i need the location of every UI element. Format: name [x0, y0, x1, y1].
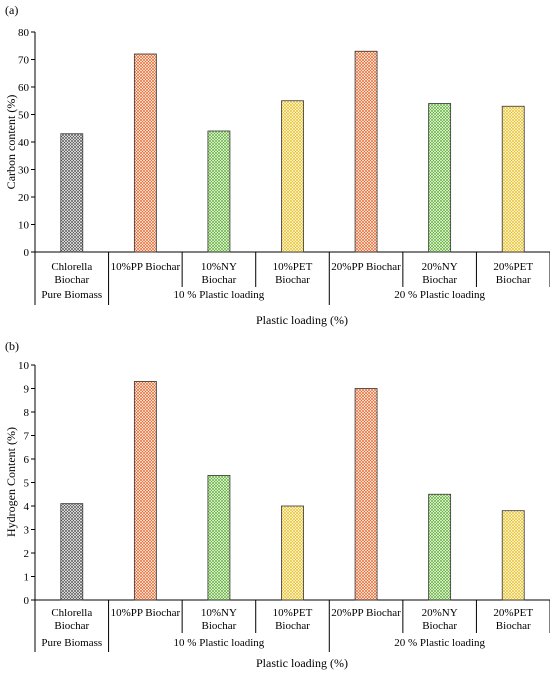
- group-label: 10 % Plastic loading: [174, 637, 265, 649]
- carbon-content-chart: (a) Carbon content (%) Plastic loading (…: [4, 3, 550, 327]
- category-label: Biochar: [422, 620, 457, 632]
- category-label: 10%NY: [201, 261, 237, 273]
- category-label: 10%PET: [273, 607, 313, 619]
- group-label: Pure Biomass: [41, 289, 102, 301]
- category-label: 10%PET: [273, 261, 313, 273]
- category-label: Biochar: [54, 274, 89, 286]
- category-label: 20%PP Biochar: [331, 261, 401, 273]
- y-tick-label: 80: [18, 27, 30, 39]
- hydrogen-content-chart: (b) Hydrogen Content (%) Plastic loading…: [4, 339, 550, 670]
- category-label: Biochar: [202, 274, 237, 286]
- bar: [428, 103, 452, 253]
- y-tick-label: 20: [18, 192, 30, 204]
- group-label: 20 % Plastic loading: [394, 289, 485, 301]
- group-label: Pure Biomass: [41, 637, 102, 649]
- bar: [60, 133, 84, 253]
- bar: [501, 510, 525, 601]
- category-label: 20%PET: [493, 607, 533, 619]
- y-tick-label: 40: [18, 137, 30, 149]
- category-label: 20%NY: [422, 261, 458, 273]
- panel-label-b: (b): [5, 339, 19, 353]
- y-axis-title-hydrogen: Hydrogen Content (%): [4, 427, 18, 537]
- bar: [354, 388, 378, 601]
- y-tick-label: 4: [24, 501, 30, 513]
- y-tick-label: 1: [24, 572, 30, 584]
- category-label: Biochar: [496, 620, 531, 632]
- category-label: Biochar: [54, 620, 89, 632]
- category-label: 20%NY: [422, 607, 458, 619]
- y-tick-label: 0: [24, 247, 30, 259]
- bar: [428, 493, 452, 601]
- group-label: 20 % Plastic loading: [394, 637, 485, 649]
- y-tick-label: 30: [18, 165, 30, 177]
- panel-label-a: (a): [5, 3, 18, 17]
- bar: [207, 475, 231, 601]
- category-label: 10%NY: [201, 607, 237, 619]
- y-tick-label: 5: [24, 478, 30, 490]
- y-tick-label: 0: [24, 595, 30, 607]
- bar: [354, 50, 378, 253]
- y-axis-title-carbon: Carbon content (%): [4, 95, 18, 190]
- y-tick-label: 60: [18, 82, 30, 94]
- group-label: 10 % Plastic loading: [174, 289, 265, 301]
- category-label: 10%PP Biochar: [111, 607, 181, 619]
- y-tick-label: 3: [24, 525, 30, 537]
- x-axis-title-hydrogen: Plastic loading (%): [256, 656, 348, 670]
- y-tick-label: 9: [24, 384, 30, 396]
- bar: [501, 105, 525, 253]
- y-tick-label: 2: [24, 548, 30, 560]
- bar: [133, 381, 157, 601]
- y-tick-label: 70: [18, 55, 30, 67]
- bar: [281, 505, 304, 601]
- category-label: Biochar: [275, 274, 310, 286]
- category-label: 20%PET: [493, 261, 533, 273]
- category-label: 20%PP Biochar: [331, 607, 401, 619]
- category-label: Biochar: [202, 620, 237, 632]
- category-label: Chlorella: [51, 607, 92, 619]
- bar: [207, 130, 231, 253]
- y-tick-label: 10: [18, 360, 30, 372]
- y-tick-label: 50: [18, 110, 30, 122]
- bar: [133, 53, 157, 253]
- category-label: Chlorella: [51, 261, 92, 273]
- y-tick-label: 10: [18, 220, 30, 232]
- category-label: Biochar: [496, 274, 531, 286]
- category-label: 10%PP Biochar: [111, 261, 181, 273]
- y-tick-label: 7: [24, 431, 30, 443]
- bar: [60, 503, 84, 601]
- y-tick-label: 8: [24, 407, 30, 419]
- category-label: Biochar: [422, 274, 457, 286]
- x-axis-title-carbon: Plastic loading (%): [256, 313, 348, 327]
- category-label: Biochar: [275, 620, 310, 632]
- bar: [281, 100, 304, 253]
- y-tick-label: 6: [24, 454, 30, 466]
